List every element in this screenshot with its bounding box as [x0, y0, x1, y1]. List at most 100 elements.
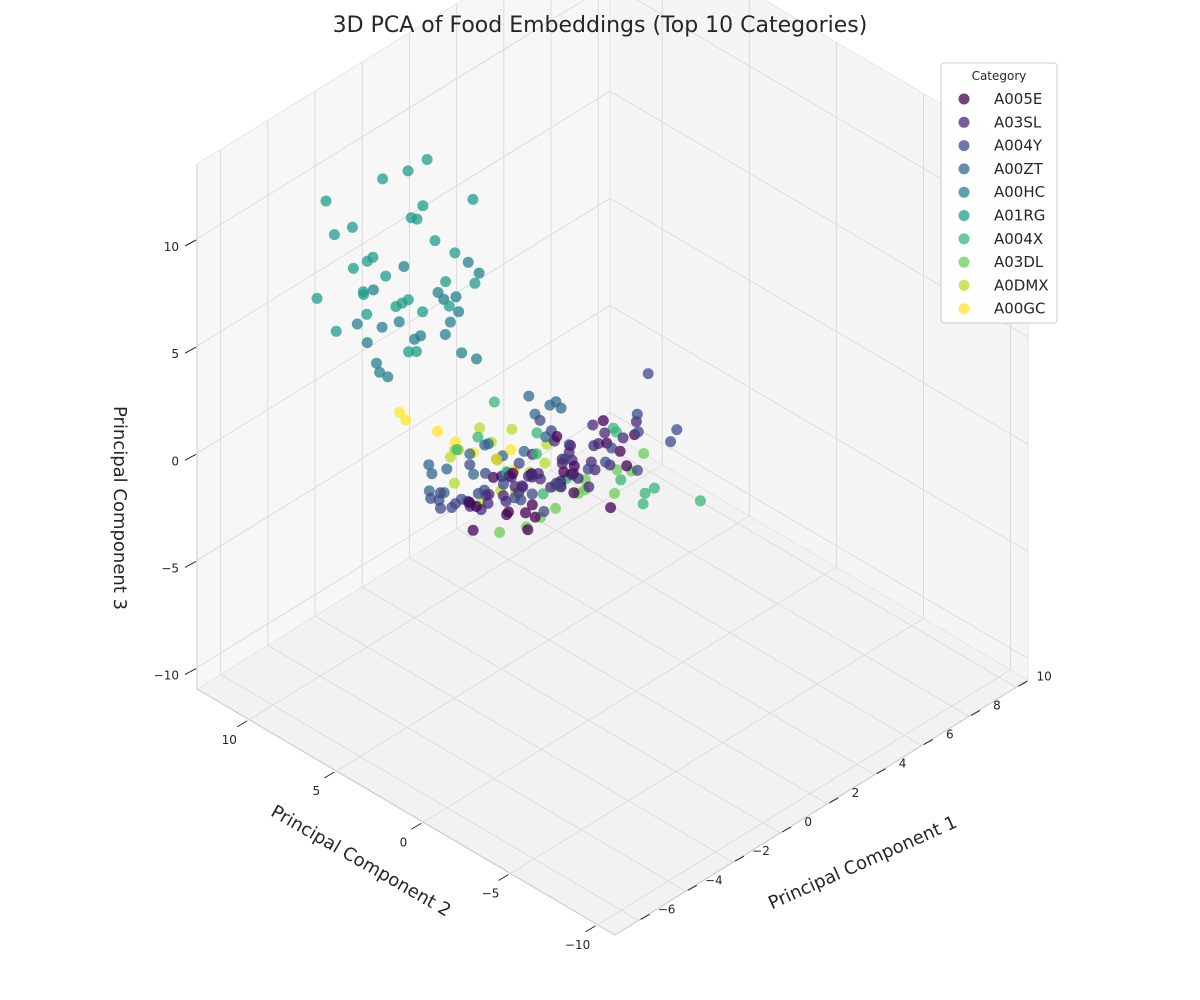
data-point-a004x — [472, 431, 484, 443]
x-tick-label: 4 — [899, 757, 907, 771]
x-axis-line — [614, 679, 1029, 936]
data-point-a00zt — [544, 399, 556, 411]
data-point-a004y — [464, 459, 476, 471]
z-tick-mark — [184, 668, 197, 676]
data-point-a005e — [467, 524, 479, 536]
chart-title: 3D PCA of Food Embeddings (Top 10 Catego… — [333, 13, 868, 38]
x-tick-label: 0 — [804, 815, 812, 829]
z-gridline — [609, 197, 1029, 445]
z-tick-mark — [184, 560, 197, 568]
legend-marker-a004y — [958, 140, 970, 152]
data-point-a004y — [631, 408, 643, 420]
data-point-a01rg — [320, 195, 332, 207]
data-point-a005e — [503, 506, 514, 518]
data-point-a005e — [529, 511, 541, 523]
data-point-a00zt — [523, 390, 535, 402]
data-point-a004y — [433, 494, 445, 506]
data-point-a03sl — [563, 446, 575, 458]
x-gridline — [220, 673, 639, 921]
z-gridline — [196, 0, 586, 240]
legend-marker-a01rg — [958, 210, 970, 221]
data-point-a00gc — [432, 425, 443, 437]
legend-label-a00hc: A00HC — [994, 183, 1045, 201]
x-tick-label: 8 — [993, 698, 1001, 712]
data-points — [311, 154, 706, 538]
y-tick-mark — [324, 771, 335, 779]
data-point-a03sl — [509, 481, 521, 493]
data-point-a0dmx — [474, 422, 486, 434]
data-point-a004y — [515, 494, 527, 506]
data-point-a01rg — [358, 289, 370, 300]
data-point-a03sl — [525, 469, 537, 481]
legend-label-a01rg: A01RG — [994, 207, 1045, 225]
data-point-a00zt — [441, 463, 453, 475]
x-gridline — [267, 644, 687, 892]
data-point-a00gc — [505, 444, 517, 456]
x-gridline — [503, 499, 923, 747]
x-gridline — [361, 586, 781, 834]
data-point-a03sl — [617, 432, 629, 444]
x-tick-mark — [1017, 680, 1028, 687]
x-tick-mark — [640, 913, 650, 920]
data-point-a00hc — [371, 357, 382, 369]
data-point-a01rg — [410, 346, 422, 357]
z-gridline — [609, 304, 1029, 552]
x-tick-label: 6 — [946, 728, 954, 742]
data-point-a00zt — [426, 468, 438, 480]
x-tick-mark — [687, 884, 698, 891]
data-point-a004x — [648, 482, 660, 494]
z-tick-label: −5 — [161, 561, 179, 575]
data-point-a00hc — [361, 337, 373, 349]
data-point-a004y — [665, 436, 677, 448]
legend: Category A005EA03SLA004YA00ZTA00HCA01RGA… — [940, 62, 1058, 324]
data-point-a01rg — [361, 308, 373, 320]
data-point-a03sl — [583, 481, 595, 493]
data-point-a004y — [480, 467, 491, 479]
z-gridline — [609, 412, 1029, 660]
data-point-a00hc — [398, 261, 410, 272]
data-point-a00gc — [400, 414, 412, 426]
z-gridline — [196, 90, 611, 347]
data-point-a03sl — [482, 497, 494, 509]
data-point-a004x — [530, 448, 542, 460]
data-point-a00hc — [439, 329, 451, 340]
legend-marker-a00gc — [958, 303, 970, 315]
data-point-a00hc — [462, 256, 474, 268]
data-point-a00hc — [471, 353, 482, 365]
data-point-a004y — [553, 479, 565, 491]
data-point-a004y — [498, 478, 509, 490]
x-axis-label: Principal Component 1 — [765, 812, 960, 914]
data-point-a004x — [488, 396, 500, 408]
z-tick-label: 5 — [171, 347, 179, 361]
x-tick-mark — [923, 739, 934, 746]
z-tick-mark — [184, 453, 197, 461]
legend-marker-a005e — [958, 93, 970, 105]
data-point-a01rg — [367, 251, 379, 263]
tick-labels: −6 −4 −2 0 2 4 6 8 10 −10 −5 0 5 10 −10 −5 0 5 10 — [154, 239, 1052, 952]
legend-label-a0dmx: A0DMX — [994, 276, 1049, 294]
legend-label-a004x: A004X — [994, 230, 1043, 248]
data-point-a004y — [425, 492, 437, 504]
data-point-a005e — [597, 415, 609, 427]
data-point-a00zt — [468, 468, 479, 480]
data-point-a00zt — [423, 459, 435, 471]
x-tick-label: −2 — [752, 844, 770, 858]
z-tick-label: 0 — [171, 454, 179, 468]
z-tick-label: 10 — [164, 240, 179, 254]
y-gridline — [248, 464, 663, 721]
data-point-a004y — [538, 506, 550, 517]
data-point-a004y — [632, 426, 644, 438]
data-point-a01rg — [380, 270, 392, 282]
x-tick-label: 10 — [1037, 669, 1052, 683]
data-point-a0dmx — [539, 457, 551, 469]
data-point-a00hc — [450, 291, 462, 303]
x-gridline — [409, 557, 828, 805]
y-gridline — [597, 669, 1011, 926]
data-point-a00hc — [374, 366, 386, 378]
data-point-a005e — [614, 445, 626, 457]
data-point-a03dl — [494, 526, 506, 538]
legend-label-a005e: A005E — [994, 90, 1042, 108]
data-point-a004y — [642, 368, 654, 380]
y-axis-line — [196, 688, 616, 936]
legend-label-a00gc: A00GC — [994, 300, 1045, 318]
